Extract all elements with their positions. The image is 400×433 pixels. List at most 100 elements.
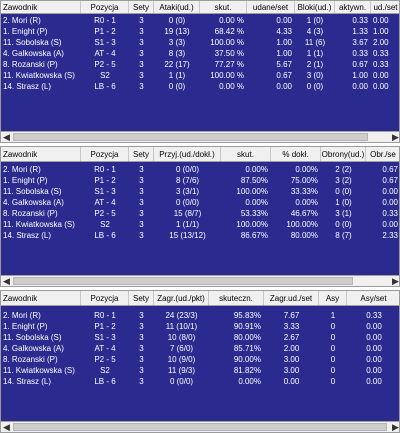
table-cell: 0.33 — [373, 60, 389, 69]
table-cell: 0 — [330, 333, 336, 342]
column-header[interactable]: Zawodnik — [1, 291, 81, 305]
table-cell: 80.00% — [290, 231, 318, 240]
table-row[interactable]: 14. Strasz (L) LB - 6 3 15 (13/12) 86.67% 80.… — [1, 230, 399, 241]
horizontal-scrollbar[interactable]: ◀ ▶ — [1, 275, 399, 286]
table-row[interactable]: 11. Sobolska (S) S1 - 3 3 3 (3/1) 100.00% 33.… — [1, 186, 399, 197]
table-row[interactable]: 2. Mori (R) R0 - 1 3 0 (0/0) 0.00% 0.00% 2 (2)… — [1, 164, 399, 175]
table-cell: 3 — [139, 344, 144, 353]
column-header[interactable]: skut. — [221, 147, 271, 161]
table-cell: 0.00 — [283, 377, 300, 386]
table-cell: S1 - 3 — [94, 187, 116, 196]
scrollbar-thumb[interactable] — [13, 423, 387, 431]
column-header[interactable]: Obrony(ud.) — [321, 147, 366, 161]
column-header[interactable]: Zagr.ud./set — [264, 291, 319, 305]
table-cell: 0 — [330, 366, 336, 375]
table-row[interactable]: 8. Rozanski (P) P2 - 5 3 22 (17) 77.27 % 5.67… — [1, 59, 399, 70]
serve-panel: Zawodnik Pozycja Sety Zagr.(ud./pkt) skutecz… — [0, 290, 400, 433]
column-header[interactable]: Zawodnik — [1, 147, 81, 161]
table-cell: 7 (6/0) — [169, 344, 194, 353]
column-header[interactable]: Zawodnik — [1, 1, 81, 13]
table-cell: 10 (9/0) — [167, 355, 196, 364]
table-row[interactable]: 1. Enight (P) P1 - 2 3 8 (7/6) 87.50% 75.00% 3… — [1, 175, 399, 186]
column-header[interactable]: Zagr.(ud./pkt) — [154, 291, 209, 305]
column-header[interactable]: ud./set — [371, 1, 399, 13]
table-cell: 46.67% — [290, 209, 318, 218]
horizontal-scrollbar[interactable]: ◀ ▶ — [1, 421, 399, 432]
column-header[interactable]: Sety — [129, 147, 154, 161]
scrollbar-thumb[interactable] — [13, 133, 368, 141]
column-header[interactable]: Asy — [319, 291, 347, 305]
table-row[interactable]: 11. Kwiatkowska (S) S2 3 11 (9/3) 81.82% 3.00… — [1, 365, 399, 376]
table-cell: P1 - 2 — [94, 27, 116, 36]
column-header[interactable]: Ataki(ud.) — [154, 1, 200, 13]
table-row[interactable]: 11. Kwiatkowska (S) S2 3 1 (1) 100.00 % 0.67 3… — [1, 70, 399, 81]
table-cell: 8 (7) — [335, 231, 352, 240]
table-row[interactable]: 11. Sobolska (S) S1 - 3 3 3 (3) 100.00 % 1.00… — [1, 37, 399, 48]
table-row[interactable]: 1. Enight (P) P1 - 2 3 11 (10/1) 90.91% 3.33 0… — [1, 321, 399, 332]
table-row[interactable]: 1. Enight (P) P1 - 2 3 19 (13) 68.42 % 4.33 4 … — [1, 26, 399, 37]
table-cell: 3 — [139, 377, 144, 386]
column-header[interactable]: Pozycja — [81, 147, 129, 161]
arrow-right-icon[interactable]: ▶ — [392, 422, 399, 432]
table-cell: 0.00 — [382, 187, 398, 196]
horizontal-scrollbar[interactable]: ◀ ▶ — [1, 131, 399, 142]
arrow-left-icon[interactable]: ◀ — [3, 132, 10, 142]
table-cell: 0.67 — [276, 71, 292, 80]
table-cell: 0.00 % — [219, 16, 244, 25]
table-cell: AT - 4 — [94, 198, 116, 207]
table-cell: 95.83% — [233, 311, 261, 320]
column-header[interactable]: skuteczn. — [209, 291, 264, 305]
table-cell: 0 (0) — [306, 82, 324, 91]
table-cell: 90.91% — [233, 322, 261, 331]
table-cell: 80.00% — [233, 333, 261, 342]
table-cell: 3.00 — [283, 355, 300, 364]
table-row[interactable]: 4. Galkowska (A) AT - 4 3 0 (0/0) 0.00% 0.00%… — [1, 197, 399, 208]
column-header[interactable]: Obr./se — [366, 147, 399, 161]
arrow-right-icon[interactable]: ▶ — [392, 276, 399, 286]
attack-block-panel: Zawodnik Pozycja Sety Ataki(ud.) skut. udane/… — [0, 0, 400, 143]
table-cell: S1 - 3 — [94, 38, 116, 47]
table-row[interactable]: 14. Strasz (L) LB - 6 3 0 (0/0) 0.00% 0.00 0 0.… — [1, 376, 399, 387]
table-cell: R0 - 1 — [94, 311, 116, 320]
scrollbar-thumb[interactable] — [13, 277, 353, 285]
table-body: 2. Mori (R) R0 - 1 3 24 (23/3) 95.83% 7.67 1 0.… — [1, 310, 399, 387]
column-header[interactable]: Pozycja — [81, 1, 129, 13]
table-cell: 0.33 — [373, 49, 389, 58]
column-header[interactable]: % dokł. — [271, 147, 321, 161]
table-cell: 3 — [139, 366, 144, 375]
arrow-left-icon[interactable]: ◀ — [3, 422, 10, 432]
arrow-right-icon[interactable]: ▶ — [392, 132, 399, 142]
table-cell: 75.00% — [290, 176, 318, 185]
table-row[interactable]: 11. Kwiatkowska (S) S2 3 1 (1/1) 100.00% 100.… — [1, 219, 399, 230]
table-row[interactable]: 14. Strasz (L) LB - 6 3 0 (0) 0.00 % 0.00 0 (0… — [1, 81, 399, 92]
table-row[interactable]: 11. Sobolska (S) S1 - 3 3 10 (8/0) 80.00% 2.6… — [1, 332, 399, 343]
column-header[interactable]: udane/set — [247, 1, 295, 13]
table-cell: 11. Kwiatkowska (S) — [3, 366, 75, 375]
table-cell: 3 — [139, 176, 144, 185]
table-cell: 3 (2) — [335, 176, 352, 185]
table-cell: 87.50% — [240, 176, 268, 185]
arrow-left-icon[interactable]: ◀ — [3, 276, 10, 286]
table-row[interactable]: 2. Mori (R) R0 - 1 3 0 (0) 0.00 % 0.00 1 (0) 0.… — [1, 15, 399, 26]
column-header[interactable]: Sety — [129, 291, 154, 305]
column-header[interactable]: Przyj.(ud./dokł.) — [154, 147, 221, 161]
table-cell: 3 (3/1) — [175, 187, 200, 196]
table-row[interactable]: 8. Rozanski (P) P2 - 5 3 10 (9/0) 90.00% 3.00… — [1, 354, 399, 365]
table-row[interactable]: 2. Mori (R) R0 - 1 3 24 (23/3) 95.83% 7.67 1 0.… — [1, 310, 399, 321]
table-cell: P1 - 2 — [94, 176, 116, 185]
column-header[interactable]: Bloki(ud.) — [295, 1, 335, 13]
table-cell: 0.00 — [366, 333, 382, 342]
table-cell: 1 (0) — [335, 198, 352, 207]
table-cell: 14. Strasz (L) — [3, 377, 52, 386]
table-row[interactable]: 4. Galkowska (A) AT - 4 3 7 (6/0) 85.71% 2.00… — [1, 343, 399, 354]
table-cell: R0 - 1 — [94, 16, 116, 25]
column-header[interactable]: skut. — [200, 1, 247, 13]
column-header[interactable]: Asy/set — [347, 291, 399, 305]
column-header[interactable]: Pozycja — [81, 291, 129, 305]
table-row[interactable]: 8. Rozanski (P) P2 - 5 3 15 (8/7) 53.33% 46.6… — [1, 208, 399, 219]
table-cell: 3 (0) — [306, 71, 324, 80]
table-cell: 3 — [139, 333, 144, 342]
column-header[interactable]: aktywn. — [335, 1, 371, 13]
column-header[interactable]: Sety — [129, 1, 154, 13]
table-row[interactable]: 4. Galkowska (A) AT - 4 3 8 (3) 37.50 % 1.00 1… — [1, 48, 399, 59]
